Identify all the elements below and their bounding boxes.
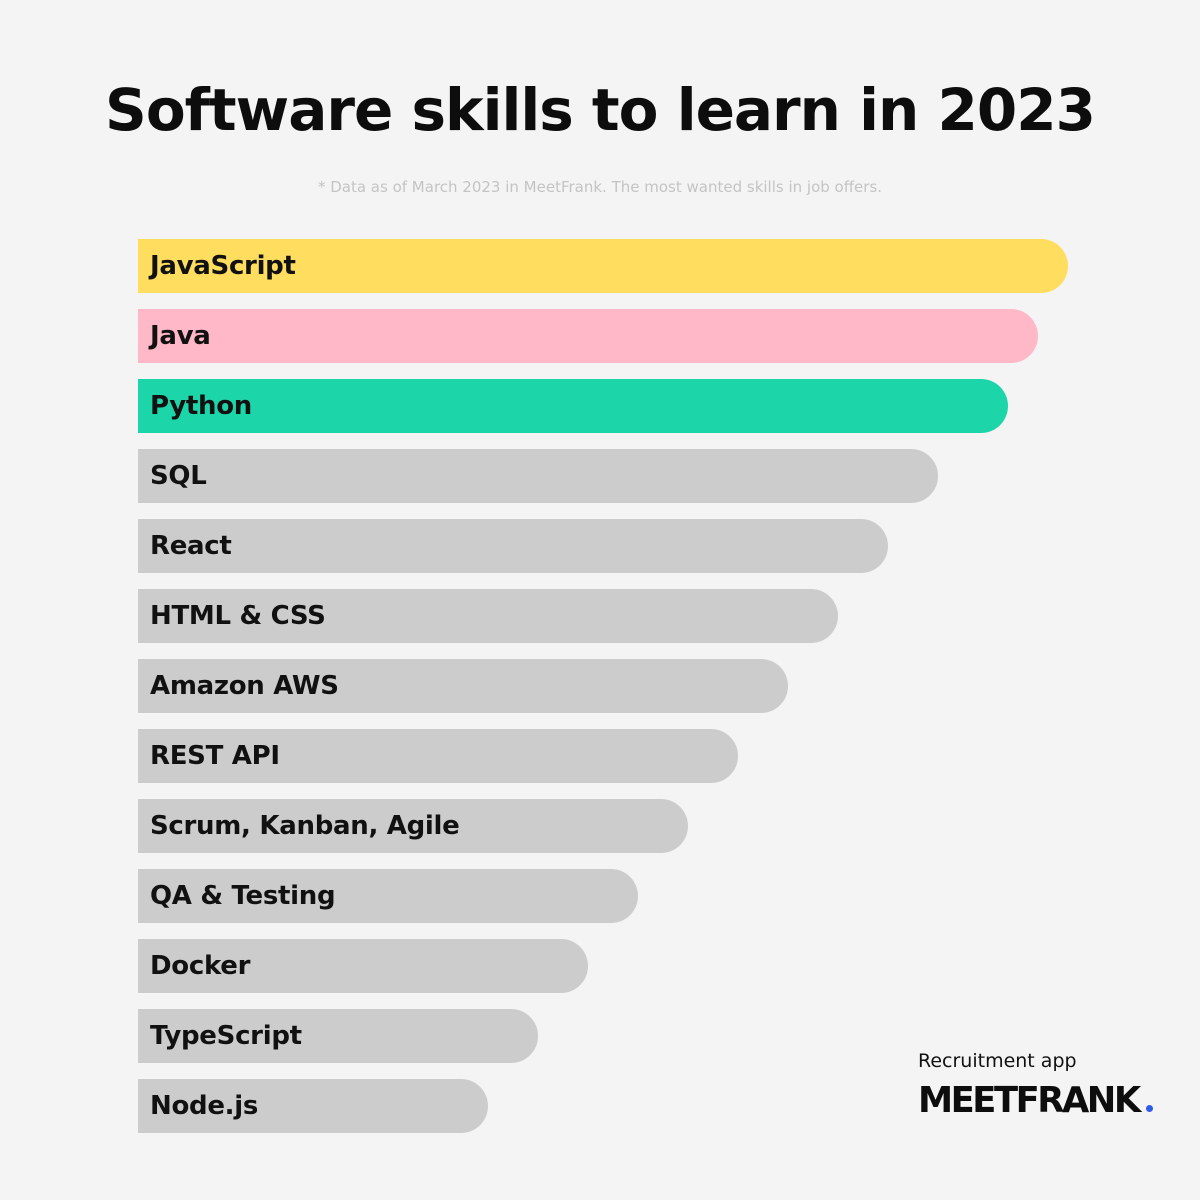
bar-chart: JavaScript Java Python SQL React HTML & CSS Am… [138, 239, 1078, 1139]
bar-node-js[interactable]: Node.js [138, 1079, 488, 1133]
bar-label-python: Python [150, 391, 252, 421]
bar-label-node-js: Node.js [150, 1091, 259, 1121]
bar-label-amazon-aws: Amazon AWS [150, 671, 339, 701]
bar-html-css[interactable]: HTML & CSS [138, 589, 838, 643]
bar-qa-testing[interactable]: QA & Testing [138, 869, 638, 923]
bar-react[interactable]: React [138, 519, 888, 573]
bar-label-react: React [150, 531, 232, 561]
bar-label-html-css: HTML & CSS [150, 601, 326, 631]
brand-dot-icon [1146, 1105, 1154, 1112]
brand-tagline: Recruitment app [918, 1050, 1077, 1072]
bar-sql[interactable]: SQL [138, 449, 938, 503]
bar-python[interactable]: Python [138, 379, 1008, 433]
bar-javascript[interactable]: JavaScript [138, 239, 1068, 293]
chart-title: Software skills to learn in 2023 [105, 76, 1096, 144]
bar-label-javascript: JavaScript [150, 251, 296, 281]
bar-java[interactable]: Java [138, 309, 1038, 363]
bar-label-qa-testing: QA & Testing [150, 881, 336, 911]
brand-block[interactable]: Recruitment app MEETFRANK [918, 1050, 1158, 1130]
bar-label-docker: Docker [150, 951, 251, 981]
chart-subtitle: * Data as of March 2023 in MeetFrank. Th… [317, 178, 883, 196]
brand-name: MEETFRANK [918, 1080, 1141, 1121]
bar-typescript[interactable]: TypeScript [138, 1009, 538, 1063]
bar-label-scrum-kanban-agile: Scrum, Kanban, Agile [150, 811, 460, 841]
bar-label-rest-api: REST API [150, 741, 280, 771]
bar-amazon-aws[interactable]: Amazon AWS [138, 659, 788, 713]
bar-rest-api[interactable]: REST API [138, 729, 738, 783]
bar-docker[interactable]: Docker [138, 939, 588, 993]
bar-label-sql: SQL [150, 461, 207, 491]
bar-label-java: Java [150, 321, 211, 351]
bar-scrum-kanban-agile[interactable]: Scrum, Kanban, Agile [138, 799, 688, 853]
bar-label-typescript: TypeScript [150, 1021, 302, 1051]
meetfrank-logo[interactable]: MEETFRANK [918, 1080, 1154, 1121]
